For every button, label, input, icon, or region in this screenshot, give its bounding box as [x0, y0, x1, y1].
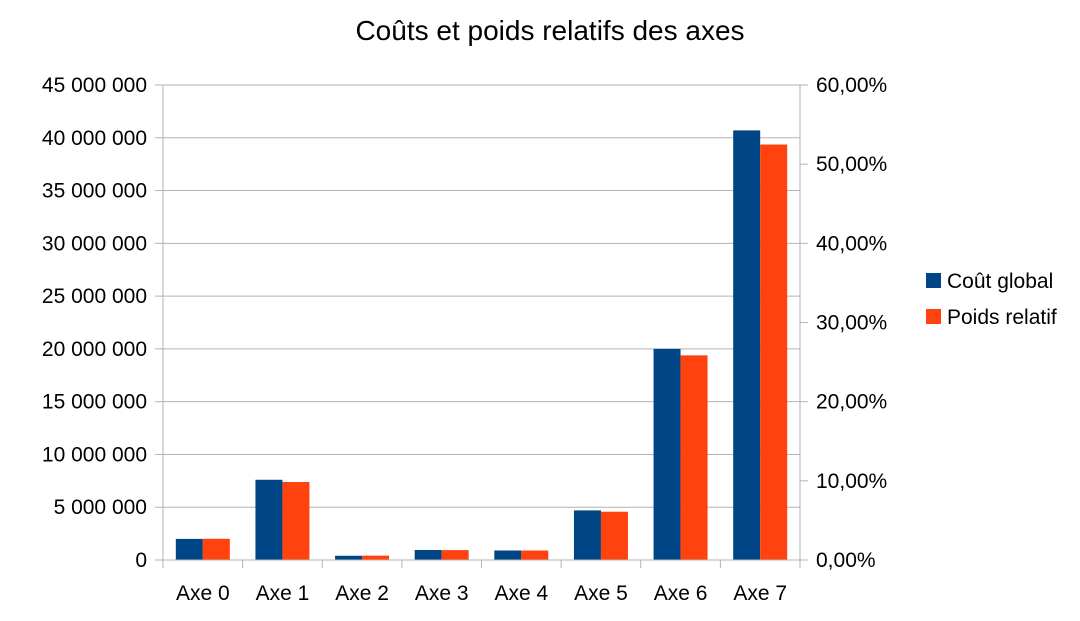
bar-cout-global	[255, 479, 283, 560]
legend-swatch	[926, 309, 941, 324]
legend-label: Coût global	[947, 270, 1053, 293]
left-axis-tick-label: 40 000 000	[42, 127, 147, 150]
left-axis-tick-label: 5 000 000	[54, 496, 147, 519]
right-axis-tick-label: 30,00%	[816, 312, 887, 335]
bar-cout-global	[414, 549, 442, 560]
bar-cout-global	[733, 130, 761, 560]
x-axis-tick-label: Axe 1	[256, 582, 310, 605]
x-axis-tick-label: Axe 2	[335, 582, 389, 605]
bar-poids-relatif	[521, 550, 549, 560]
bar-cout-global	[335, 555, 363, 560]
right-axis-tick-label: 40,00%	[816, 232, 887, 255]
left-axis-tick-labels: 0 5 000 000 10 000 000 15 000 000 20 000 000…	[42, 74, 147, 572]
left-axis-tick-label: 10 000 000	[42, 443, 147, 466]
bar-cout-global	[175, 538, 203, 560]
chart-title: Coûts et poids relatifs des axes	[355, 15, 744, 46]
x-axis-tick-label: Axe 7	[733, 582, 787, 605]
bar-poids-relatif	[760, 144, 788, 561]
legend-swatch	[926, 273, 941, 288]
bar-poids-relatif	[362, 555, 390, 560]
right-axis-tick-labels: 0,00% 10,00% 20,00% 30,00% 40,00% 50,00% 60,00…	[816, 74, 887, 572]
left-axis-tick-label: 20 000 000	[42, 338, 147, 361]
left-axis-tick-label: 15 000 000	[42, 391, 147, 414]
x-axis-tick-label: Axe 4	[494, 582, 548, 605]
right-axis-tick-label: 0,00%	[816, 549, 876, 572]
right-axis-tick-label: 50,00%	[816, 153, 887, 176]
x-axis-tick-label: Axe 6	[654, 582, 708, 605]
bar-poids-relatif	[441, 550, 469, 560]
x-axis-tick-label: Axe 5	[574, 582, 628, 605]
left-axis-tick-label: 35 000 000	[42, 180, 147, 203]
left-axis-tick-label: 0	[135, 549, 147, 572]
bar-cout-global	[653, 348, 681, 560]
right-axis-tick-label: 20,00%	[816, 391, 887, 414]
bar-cout-global	[573, 510, 601, 560]
x-axis-tick-label: Axe 0	[176, 582, 230, 605]
legend: Coût global Poids relatif	[926, 270, 1057, 329]
left-axis-tick-label: 25 000 000	[42, 285, 147, 308]
legend-label: Poids relatif	[947, 306, 1057, 329]
bars	[175, 130, 788, 561]
axes	[155, 84, 808, 568]
bar-cout-global	[494, 550, 522, 560]
x-axis-tick-label: Axe 3	[415, 582, 469, 605]
bar-poids-relatif	[202, 538, 230, 560]
bar-poids-relatif	[680, 355, 708, 560]
left-axis-tick-label: 45 000 000	[42, 74, 147, 97]
bar-poids-relatif	[600, 511, 628, 560]
gridlines	[163, 84, 800, 508]
right-axis-tick-label: 10,00%	[816, 470, 887, 493]
right-axis-tick-label: 60,00%	[816, 74, 887, 97]
left-axis-tick-label: 30 000 000	[42, 232, 147, 255]
bar-poids-relatif	[282, 482, 310, 560]
x-axis-tick-labels: Axe 0 Axe 1 Axe 2 Axe 3 Axe 4 Axe 5 Axe 6 Axe 7	[176, 582, 787, 605]
